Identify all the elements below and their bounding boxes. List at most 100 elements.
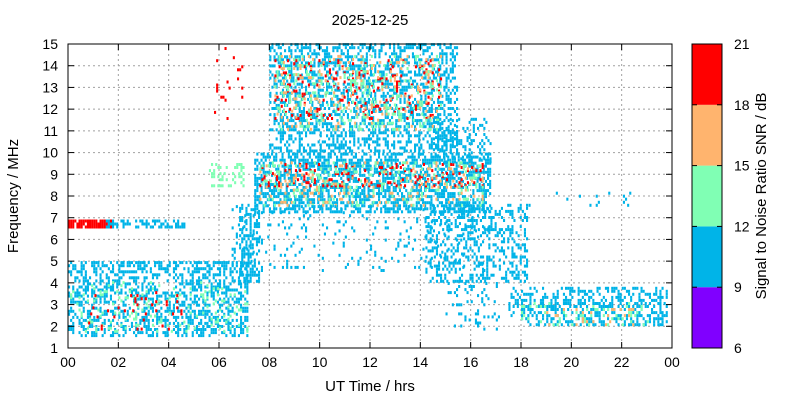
data-point xyxy=(336,113,339,117)
data-point xyxy=(397,64,400,68)
data-point xyxy=(450,185,453,189)
data-point xyxy=(438,186,441,189)
data-point xyxy=(489,183,492,186)
data-point xyxy=(189,293,192,297)
data-point xyxy=(352,179,355,183)
data-point xyxy=(296,67,299,71)
data-point xyxy=(386,100,389,104)
data-point xyxy=(305,185,308,189)
data-point xyxy=(382,119,385,123)
data-point xyxy=(135,317,138,321)
data-point xyxy=(329,186,332,189)
data-point xyxy=(166,334,169,338)
data-point xyxy=(313,125,316,129)
data-point xyxy=(120,264,123,268)
data-point xyxy=(294,173,297,177)
data-point xyxy=(404,184,407,188)
data-point xyxy=(288,70,291,74)
data-point xyxy=(164,267,167,271)
data-point xyxy=(208,267,211,271)
data-point xyxy=(78,321,81,325)
data-point xyxy=(382,167,385,171)
data-point xyxy=(342,128,345,132)
data-point xyxy=(432,125,435,129)
data-point xyxy=(193,300,196,304)
data-point xyxy=(343,188,346,192)
data-point xyxy=(338,134,341,138)
data-point xyxy=(338,46,341,50)
data-point xyxy=(354,121,357,125)
data-point xyxy=(370,73,373,77)
data-point xyxy=(407,46,410,50)
data-point xyxy=(367,46,370,50)
data-point xyxy=(416,46,419,50)
data-point xyxy=(164,294,167,298)
data-point xyxy=(400,74,403,78)
data-point xyxy=(380,94,383,98)
data-point xyxy=(237,323,240,327)
data-point xyxy=(214,315,217,319)
data-point xyxy=(302,55,305,59)
data-point xyxy=(348,170,351,174)
data-point xyxy=(278,173,281,177)
data-point xyxy=(247,255,250,259)
data-point xyxy=(286,103,289,107)
data-point xyxy=(269,128,272,132)
data-point xyxy=(210,291,213,295)
data-point xyxy=(233,279,236,283)
data-point xyxy=(375,170,378,174)
data-point xyxy=(435,143,438,147)
data-point xyxy=(158,261,161,265)
data-point xyxy=(177,296,180,300)
data-point xyxy=(156,312,159,316)
data-point xyxy=(346,113,349,117)
data-point xyxy=(290,134,293,138)
data-point xyxy=(273,210,276,214)
data-point xyxy=(391,166,394,169)
data-point xyxy=(327,155,330,159)
data-point xyxy=(223,273,226,277)
data-point xyxy=(369,155,372,159)
data-point xyxy=(331,76,334,80)
data-point xyxy=(286,122,289,126)
data-point xyxy=(273,64,276,68)
data-point xyxy=(437,143,440,147)
data-point xyxy=(375,109,378,113)
data-point xyxy=(341,172,344,176)
data-point xyxy=(325,176,328,180)
data-point xyxy=(175,291,178,295)
data-point xyxy=(276,178,279,182)
data-point xyxy=(407,103,410,107)
data-point xyxy=(332,110,335,113)
data-point xyxy=(99,288,102,292)
data-point xyxy=(482,176,485,180)
data-point xyxy=(130,270,133,274)
data-point xyxy=(322,203,325,207)
data-point xyxy=(391,116,394,120)
data-point xyxy=(461,170,464,174)
data-point xyxy=(289,167,292,171)
data-point xyxy=(398,107,401,111)
data-point xyxy=(480,158,483,162)
data-point xyxy=(353,46,356,50)
data-point xyxy=(395,119,398,123)
data-point xyxy=(344,192,347,196)
data-point xyxy=(118,291,121,295)
data-point xyxy=(393,64,396,68)
data-point xyxy=(204,312,207,316)
data-point xyxy=(275,207,278,211)
data-point xyxy=(177,222,180,226)
data-point xyxy=(204,328,207,331)
data-point xyxy=(284,71,287,75)
data-point xyxy=(189,306,192,310)
data-point xyxy=(68,219,71,223)
data-point xyxy=(466,188,469,192)
data-point xyxy=(334,113,337,117)
data-point xyxy=(274,79,277,83)
data-point xyxy=(318,100,321,104)
data-point xyxy=(340,167,343,171)
data-point xyxy=(359,161,362,165)
data-point xyxy=(285,198,288,202)
data-point xyxy=(156,318,159,322)
data-point xyxy=(354,155,357,159)
